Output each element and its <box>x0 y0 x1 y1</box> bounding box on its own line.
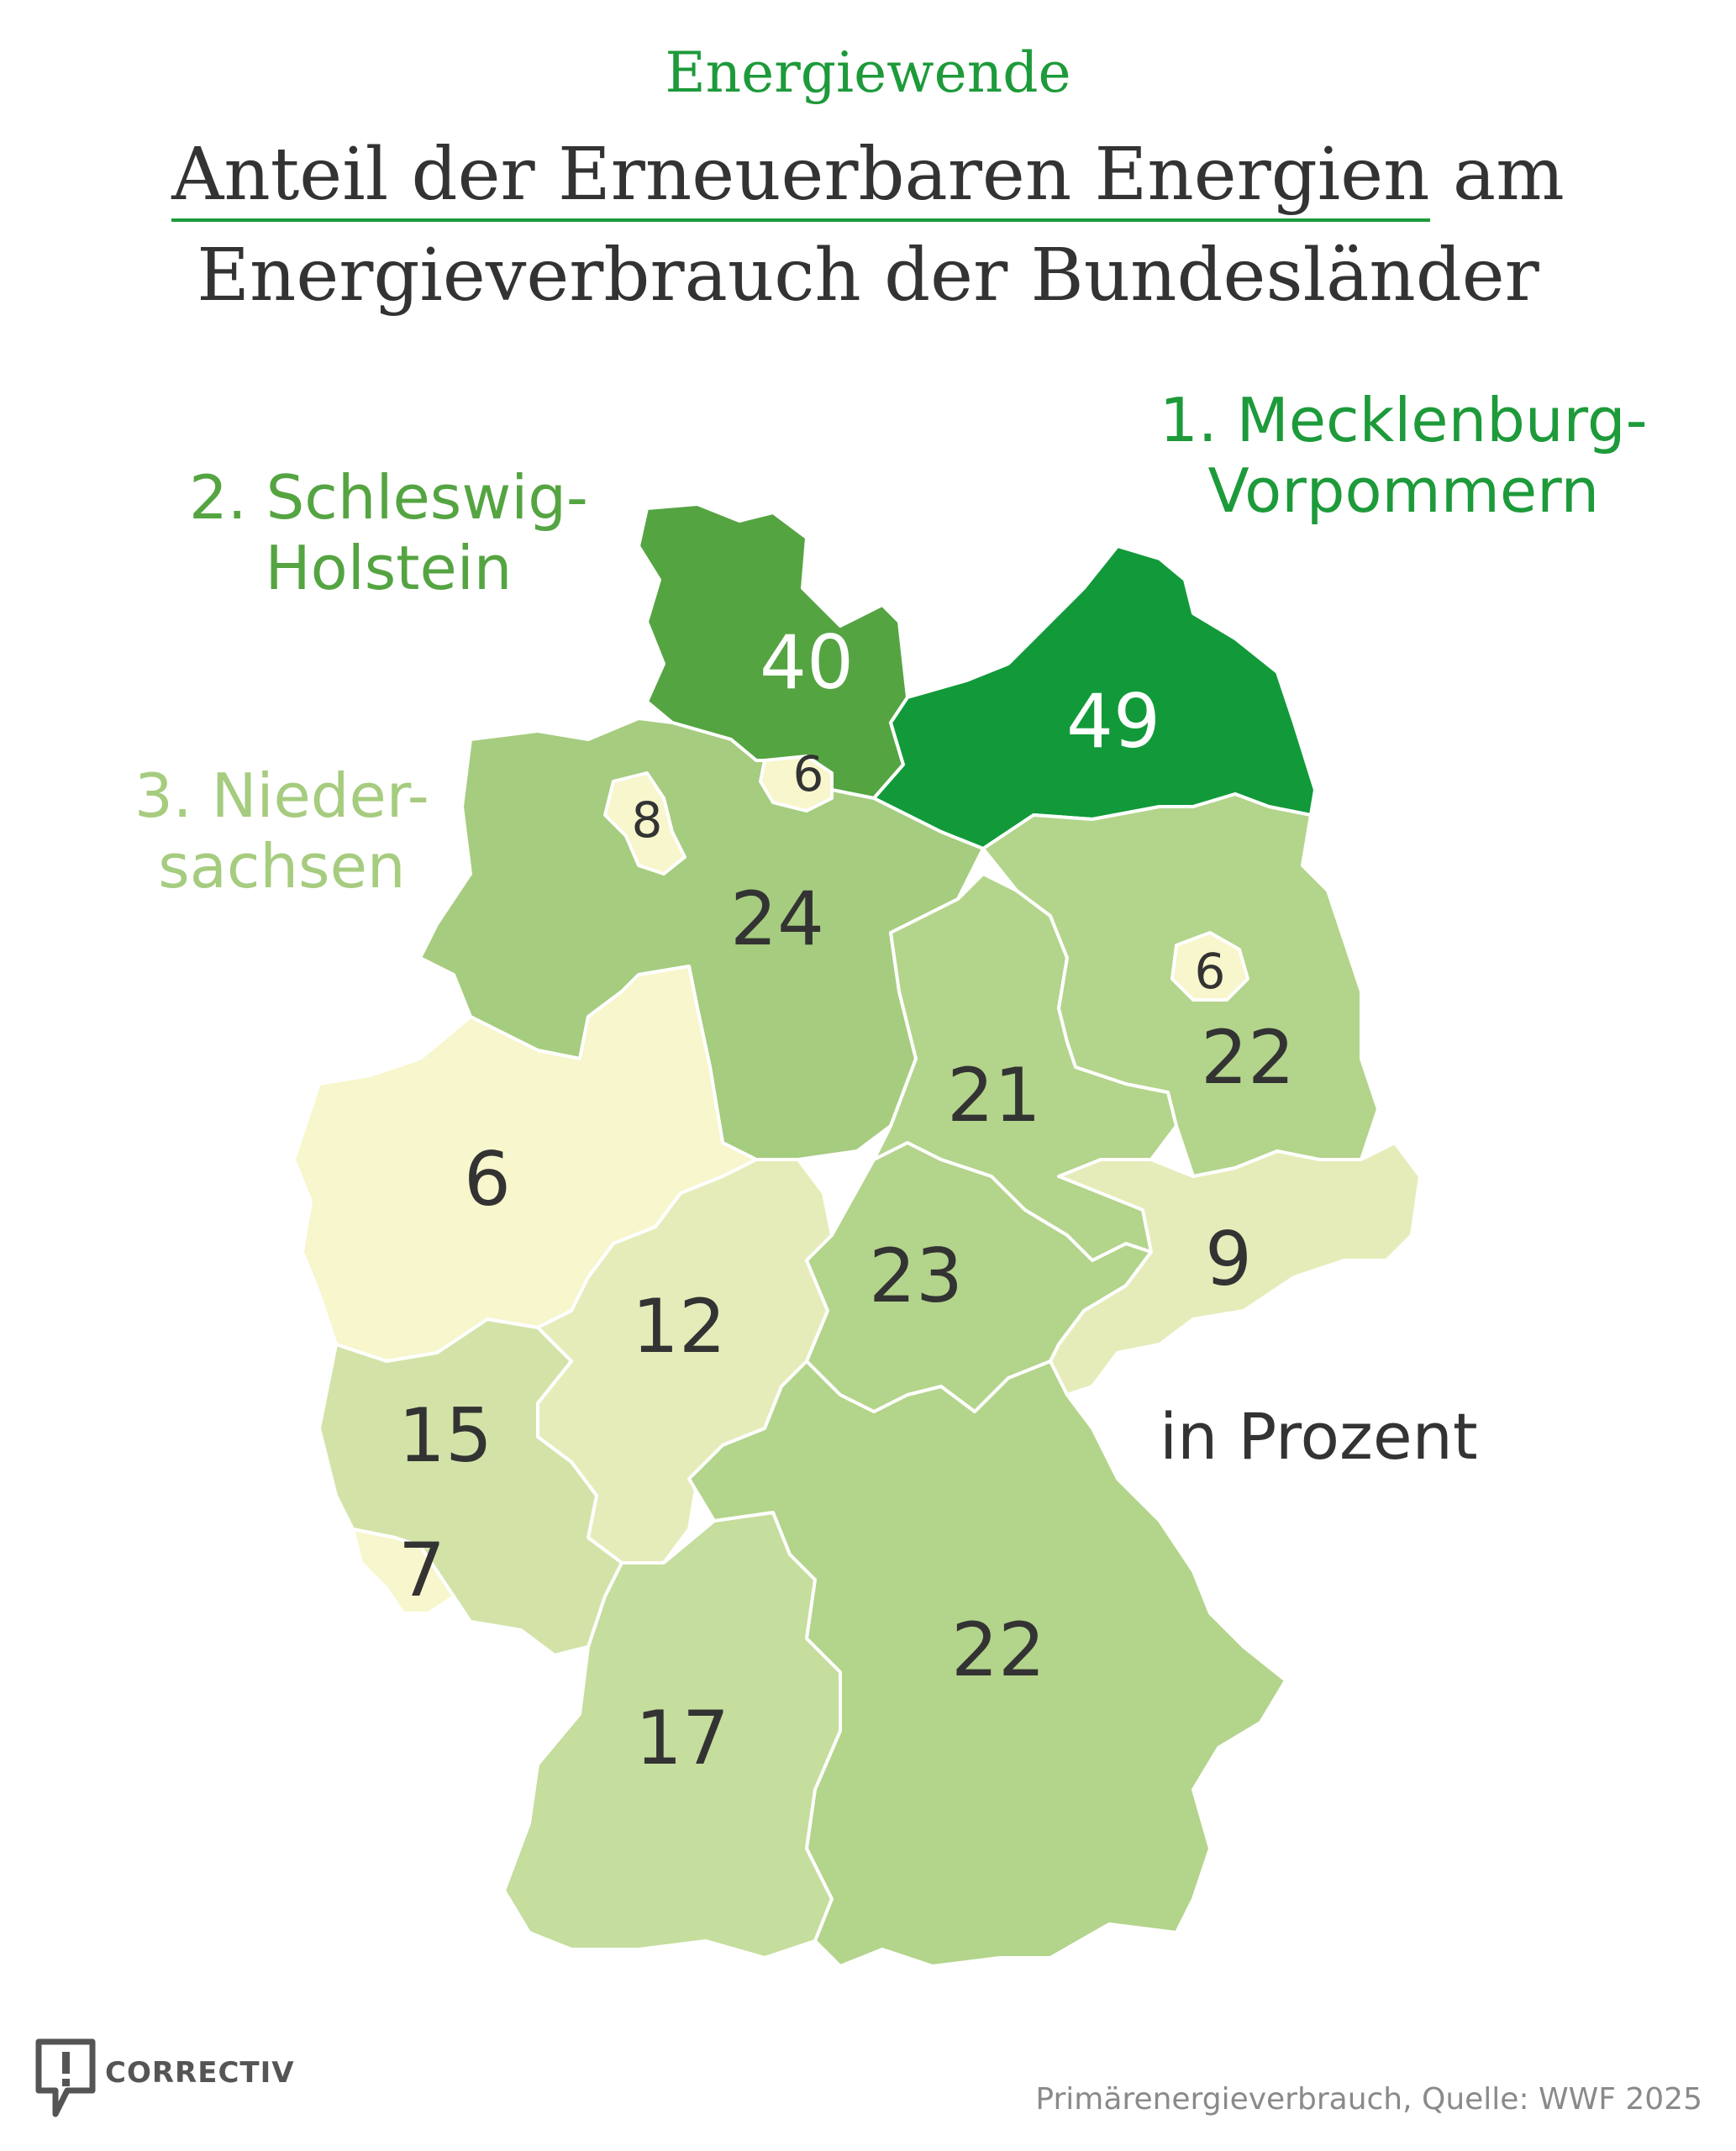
value-label-hessen: 12 <box>632 1283 726 1370</box>
callout-rank2-line1: 2. Schleswig- <box>189 462 588 533</box>
value-label-sachsen: 9 <box>1205 1216 1252 1302</box>
value-label-mecklenburg-vorpommern: 49 <box>1066 678 1160 765</box>
title-line1-rest: am <box>1429 133 1565 217</box>
speech-bubble-exclamation-icon <box>35 2038 96 2117</box>
unit-note: in Prozent <box>1160 1399 1478 1474</box>
title-line2: Energieverbrauch der Bundesländer <box>197 234 1539 318</box>
value-label-berlin: 6 <box>1195 943 1226 1000</box>
kicker: Energiewende <box>665 40 1071 105</box>
logo-text: CORRECTIV <box>105 2056 295 2090</box>
value-label-bayern: 22 <box>951 1607 1045 1693</box>
value-label-bremen: 8 <box>632 792 663 849</box>
callout-rank3-line1: 3. Nieder- <box>134 760 429 831</box>
region-bremen <box>603 771 687 876</box>
value-label-sachsen-anhalt: 21 <box>947 1052 1041 1139</box>
region-saarland <box>351 1528 455 1615</box>
region-hessen <box>536 1158 834 1565</box>
callout-rank3-line2: sachsen <box>158 831 406 902</box>
callout-rank1: 1. Mecklenburg- Vorpommern <box>1160 385 1648 526</box>
callout-rank1-line1: 1. Mecklenburg- <box>1160 385 1648 455</box>
value-label-saarland: 7 <box>398 1527 445 1613</box>
correctiv-logo: CORRECTIV <box>34 2033 370 2126</box>
value-label-thueringen: 23 <box>869 1233 963 1319</box>
value-label-nordrhein-westfalen: 6 <box>464 1136 511 1223</box>
callout-rank1-line2: Vorpommern <box>1207 455 1600 526</box>
value-label-niedersachsen: 24 <box>730 876 824 962</box>
region-hamburg <box>759 755 834 813</box>
source-note: Primärenergieverbrauch, Quelle: WWF 2025 <box>1035 2082 1702 2117</box>
value-label-schleswig-holstein: 40 <box>760 619 854 706</box>
callout-rank3: 3. Nieder- sachsen <box>134 760 429 902</box>
page-title: Anteil der Erneuerbaren Energien am Ener… <box>0 124 1736 326</box>
callout-rank2-line2: Holstein <box>265 533 513 603</box>
region-sachsen <box>1049 1141 1422 1396</box>
region-berlin <box>1170 931 1249 1002</box>
title-underlined: Anteil der Erneuerbaren Energien <box>171 133 1430 222</box>
value-label-baden-wuerttemberg: 17 <box>635 1695 729 1781</box>
value-label-hamburg: 6 <box>793 745 824 802</box>
value-label-rheinland-pfalz: 15 <box>398 1392 492 1479</box>
value-label-brandenburg: 22 <box>1201 1014 1295 1101</box>
callout-rank2: 2. Schleswig- Holstein <box>189 462 588 603</box>
